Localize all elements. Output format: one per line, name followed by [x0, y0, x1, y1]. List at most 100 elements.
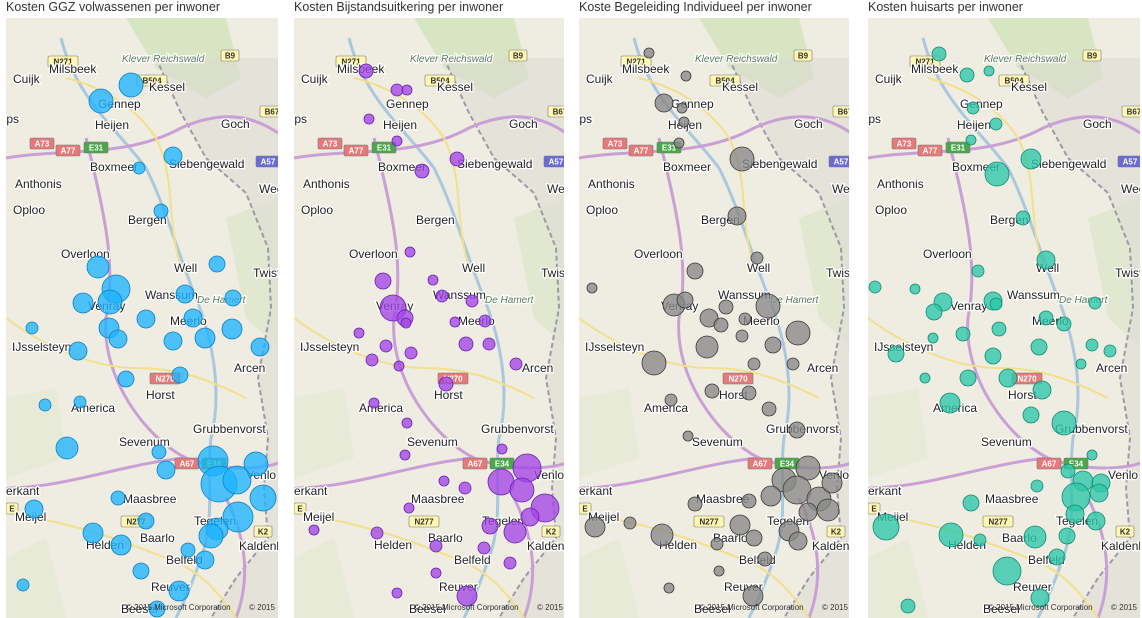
map-view[interactable]: N271B504B9B67A73A77E31A57A67E34N270N277K…: [868, 18, 1140, 618]
road-shield-label: A67: [1042, 460, 1057, 469]
data-bubble: [787, 358, 799, 370]
place-label: Twiste: [1115, 266, 1140, 280]
place-label: Baarlo: [140, 531, 175, 545]
data-bubble: [926, 304, 942, 320]
place-label: Kessel: [437, 80, 473, 94]
data-bubble: [1052, 411, 1076, 435]
data-bubble: [742, 386, 756, 400]
data-bubble: [963, 495, 979, 511]
data-bubble: [993, 557, 1021, 585]
road-shield-label: E31: [951, 144, 966, 153]
data-bubble: [111, 535, 131, 555]
data-bubble: [359, 64, 373, 78]
data-bubble: [714, 566, 724, 576]
place-label: Overloon: [923, 247, 972, 261]
data-bubble: [157, 461, 175, 479]
road-shield-label: B9: [798, 52, 809, 61]
place-label: Well: [462, 261, 485, 275]
road-shield-label: A57: [1123, 158, 1138, 167]
copyright-label: © 2015: [537, 603, 563, 612]
road-shield-label: A73: [323, 140, 338, 149]
data-bubble: [436, 290, 448, 302]
map-view[interactable]: N271B504B9B67A73A77E31A57A67E34N270N277K…: [6, 18, 278, 618]
data-bubble: [98, 290, 122, 314]
data-bubble: [960, 370, 976, 386]
road-shield-label: A73: [35, 140, 50, 149]
data-bubble: [1087, 450, 1097, 460]
place-label: Arcen: [807, 361, 838, 375]
data-bubble: [972, 265, 984, 277]
place-label: Overloon: [349, 247, 398, 261]
data-bubble: [199, 524, 223, 548]
road-shield-label: A73: [897, 140, 912, 149]
data-bubble: [751, 252, 763, 264]
data-bubble: [450, 317, 460, 327]
data-bubble: [209, 256, 225, 272]
place-label: Anthonis: [877, 177, 924, 191]
map-view[interactable]: N271B504B9B67A73A77E31A57A67E34N270N277K…: [294, 18, 564, 618]
data-bubble: [138, 513, 154, 529]
data-bubble: [1061, 464, 1075, 478]
data-bubble: [164, 147, 182, 165]
panel-bijstand: Kosten Bijstandsuitkering per inwoner N2…: [294, 0, 564, 618]
place-label: Oploo: [586, 203, 618, 217]
data-bubble: [154, 204, 168, 218]
data-bubble: [431, 568, 441, 578]
data-bubble: [17, 579, 29, 591]
copyright-label: © 2015 Microsoft Corporation: [126, 603, 231, 612]
data-bubble: [624, 517, 636, 529]
data-bubble: [404, 503, 414, 513]
place-label: Anthonis: [15, 177, 62, 191]
data-bubble: [56, 437, 78, 459]
road-shield-label: K2: [831, 528, 842, 537]
copyright-label: © 2015 Microsoft Corporation: [699, 603, 804, 612]
data-bubble: [405, 347, 417, 359]
data-bubble: [687, 263, 703, 279]
place-label: IJsselsteyn: [300, 340, 359, 354]
road-shield-label: A77: [61, 147, 76, 156]
place-label: Kessel: [149, 80, 185, 94]
data-bubble: [428, 275, 438, 285]
data-bubble: [799, 503, 817, 521]
data-bubble: [118, 371, 134, 387]
place-label: Klever Reichswald: [122, 54, 205, 65]
data-bubble: [756, 294, 780, 318]
data-bubble: [960, 68, 974, 82]
data-bubble: [1086, 339, 1098, 351]
data-bubble: [730, 147, 754, 171]
place-label: Goch: [1083, 117, 1112, 131]
data-bubble: [762, 402, 776, 416]
data-bubble: [984, 66, 994, 76]
place-label: Milsbeek: [622, 62, 670, 76]
data-bubble: [966, 135, 976, 145]
data-bubble: [940, 393, 960, 413]
road-shield-label: A67: [468, 460, 483, 469]
road-shield-label: E31: [377, 144, 392, 153]
data-bubble: [181, 543, 195, 557]
data-bubble: [371, 527, 383, 539]
data-bubble: [1031, 339, 1047, 355]
data-bubble: [392, 136, 402, 146]
place-label: Sevenum: [692, 435, 743, 449]
data-bubble: [1024, 526, 1046, 548]
place-label: Arcen: [234, 361, 265, 375]
data-bubble: [369, 398, 379, 408]
panel-ggz: Kosten GGZ volwassenen per inwoner N271B…: [6, 0, 278, 618]
map-view[interactable]: N271B504B9B67A73A77E31A57A67E34N270N277K…: [579, 18, 849, 618]
place-label: Twiste: [541, 266, 564, 280]
place-label: Kaldenkirch: [812, 539, 849, 553]
place-label: Overloon: [634, 247, 683, 261]
data-bubble: [736, 330, 748, 342]
road-shield-label: N270: [728, 375, 748, 384]
data-bubble: [1059, 528, 1075, 544]
data-bubble: [483, 338, 495, 350]
data-bubble: [1090, 484, 1108, 502]
place-label: Venray: [950, 299, 987, 313]
data-bubble: [450, 152, 464, 166]
data-bubble: [677, 103, 687, 113]
data-bubble: [665, 394, 677, 406]
copyright-label: © 2015: [249, 603, 275, 612]
road-shield-label: K2: [1120, 528, 1131, 537]
data-bubble: [585, 517, 605, 537]
data-bubble: [992, 322, 1006, 336]
